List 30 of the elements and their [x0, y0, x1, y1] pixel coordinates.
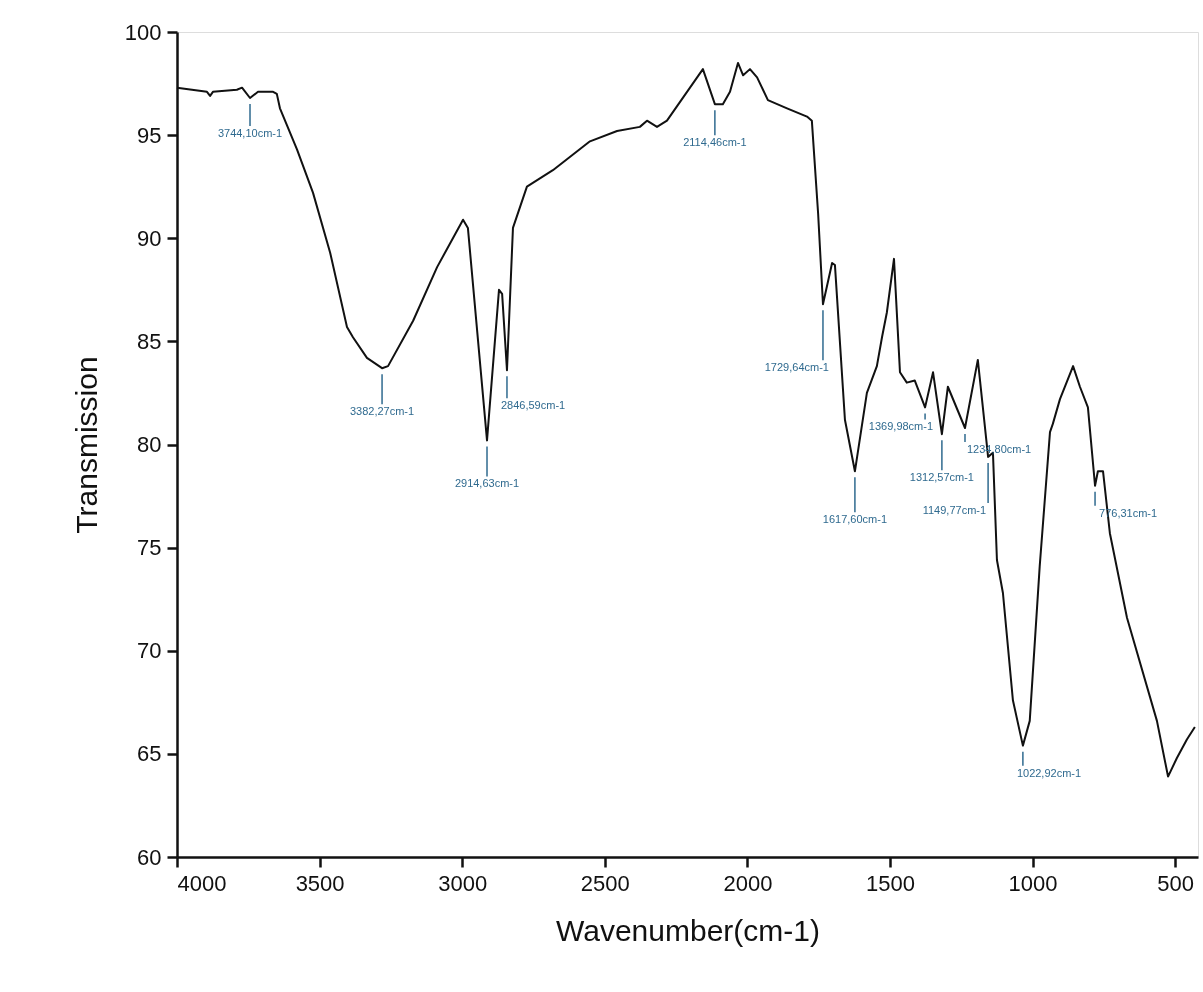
y-tick-label: 100: [124, 19, 162, 45]
annotation: 1369,98cm-1: [868, 420, 934, 433]
annotation: 2114,46cm-1: [683, 136, 747, 149]
annotation: 1022,92cm-1: [1016, 766, 1082, 779]
annotation: 3382,27cm-1: [349, 405, 415, 418]
annotation: 3744,10cm-1: [217, 127, 283, 139]
y-tick-label: 90: [137, 225, 162, 251]
x-tick-label: 4000: [177, 870, 227, 896]
annotation: 1149,77cm-1: [922, 503, 987, 516]
x-tick-label: 1500: [866, 870, 915, 896]
y-tick-label: 75: [137, 535, 162, 561]
y-tick-label: 80: [137, 432, 162, 457]
annotation: 2846,59cm-1: [500, 399, 566, 412]
x-tick-label: 3000: [438, 870, 488, 896]
x-tick-label: 3500: [295, 870, 345, 896]
y-axis-title: Transmission: [69, 356, 103, 534]
x-tick-label: 2500: [580, 870, 630, 896]
x-tick-label: 500: [1157, 870, 1195, 896]
annotation: 2914,63cm-1: [454, 477, 520, 490]
annotation: 1312,57cm-1: [909, 471, 974, 484]
annotation: 1729,64cm-1: [764, 361, 829, 374]
x-tick-label: 2000: [723, 870, 773, 896]
y-tick-label: 60: [137, 844, 162, 870]
y-tick-label: 85: [137, 328, 162, 354]
y-tick-label: 95: [137, 122, 162, 148]
y-tick-label: 70: [137, 638, 162, 664]
y-tick-label: 65: [137, 741, 162, 767]
annotation: 1617,60cm-1: [822, 513, 888, 526]
x-tick-label: 1000: [1008, 870, 1058, 896]
x-axis-title: Wavenumber(cm-1): [556, 913, 820, 947]
